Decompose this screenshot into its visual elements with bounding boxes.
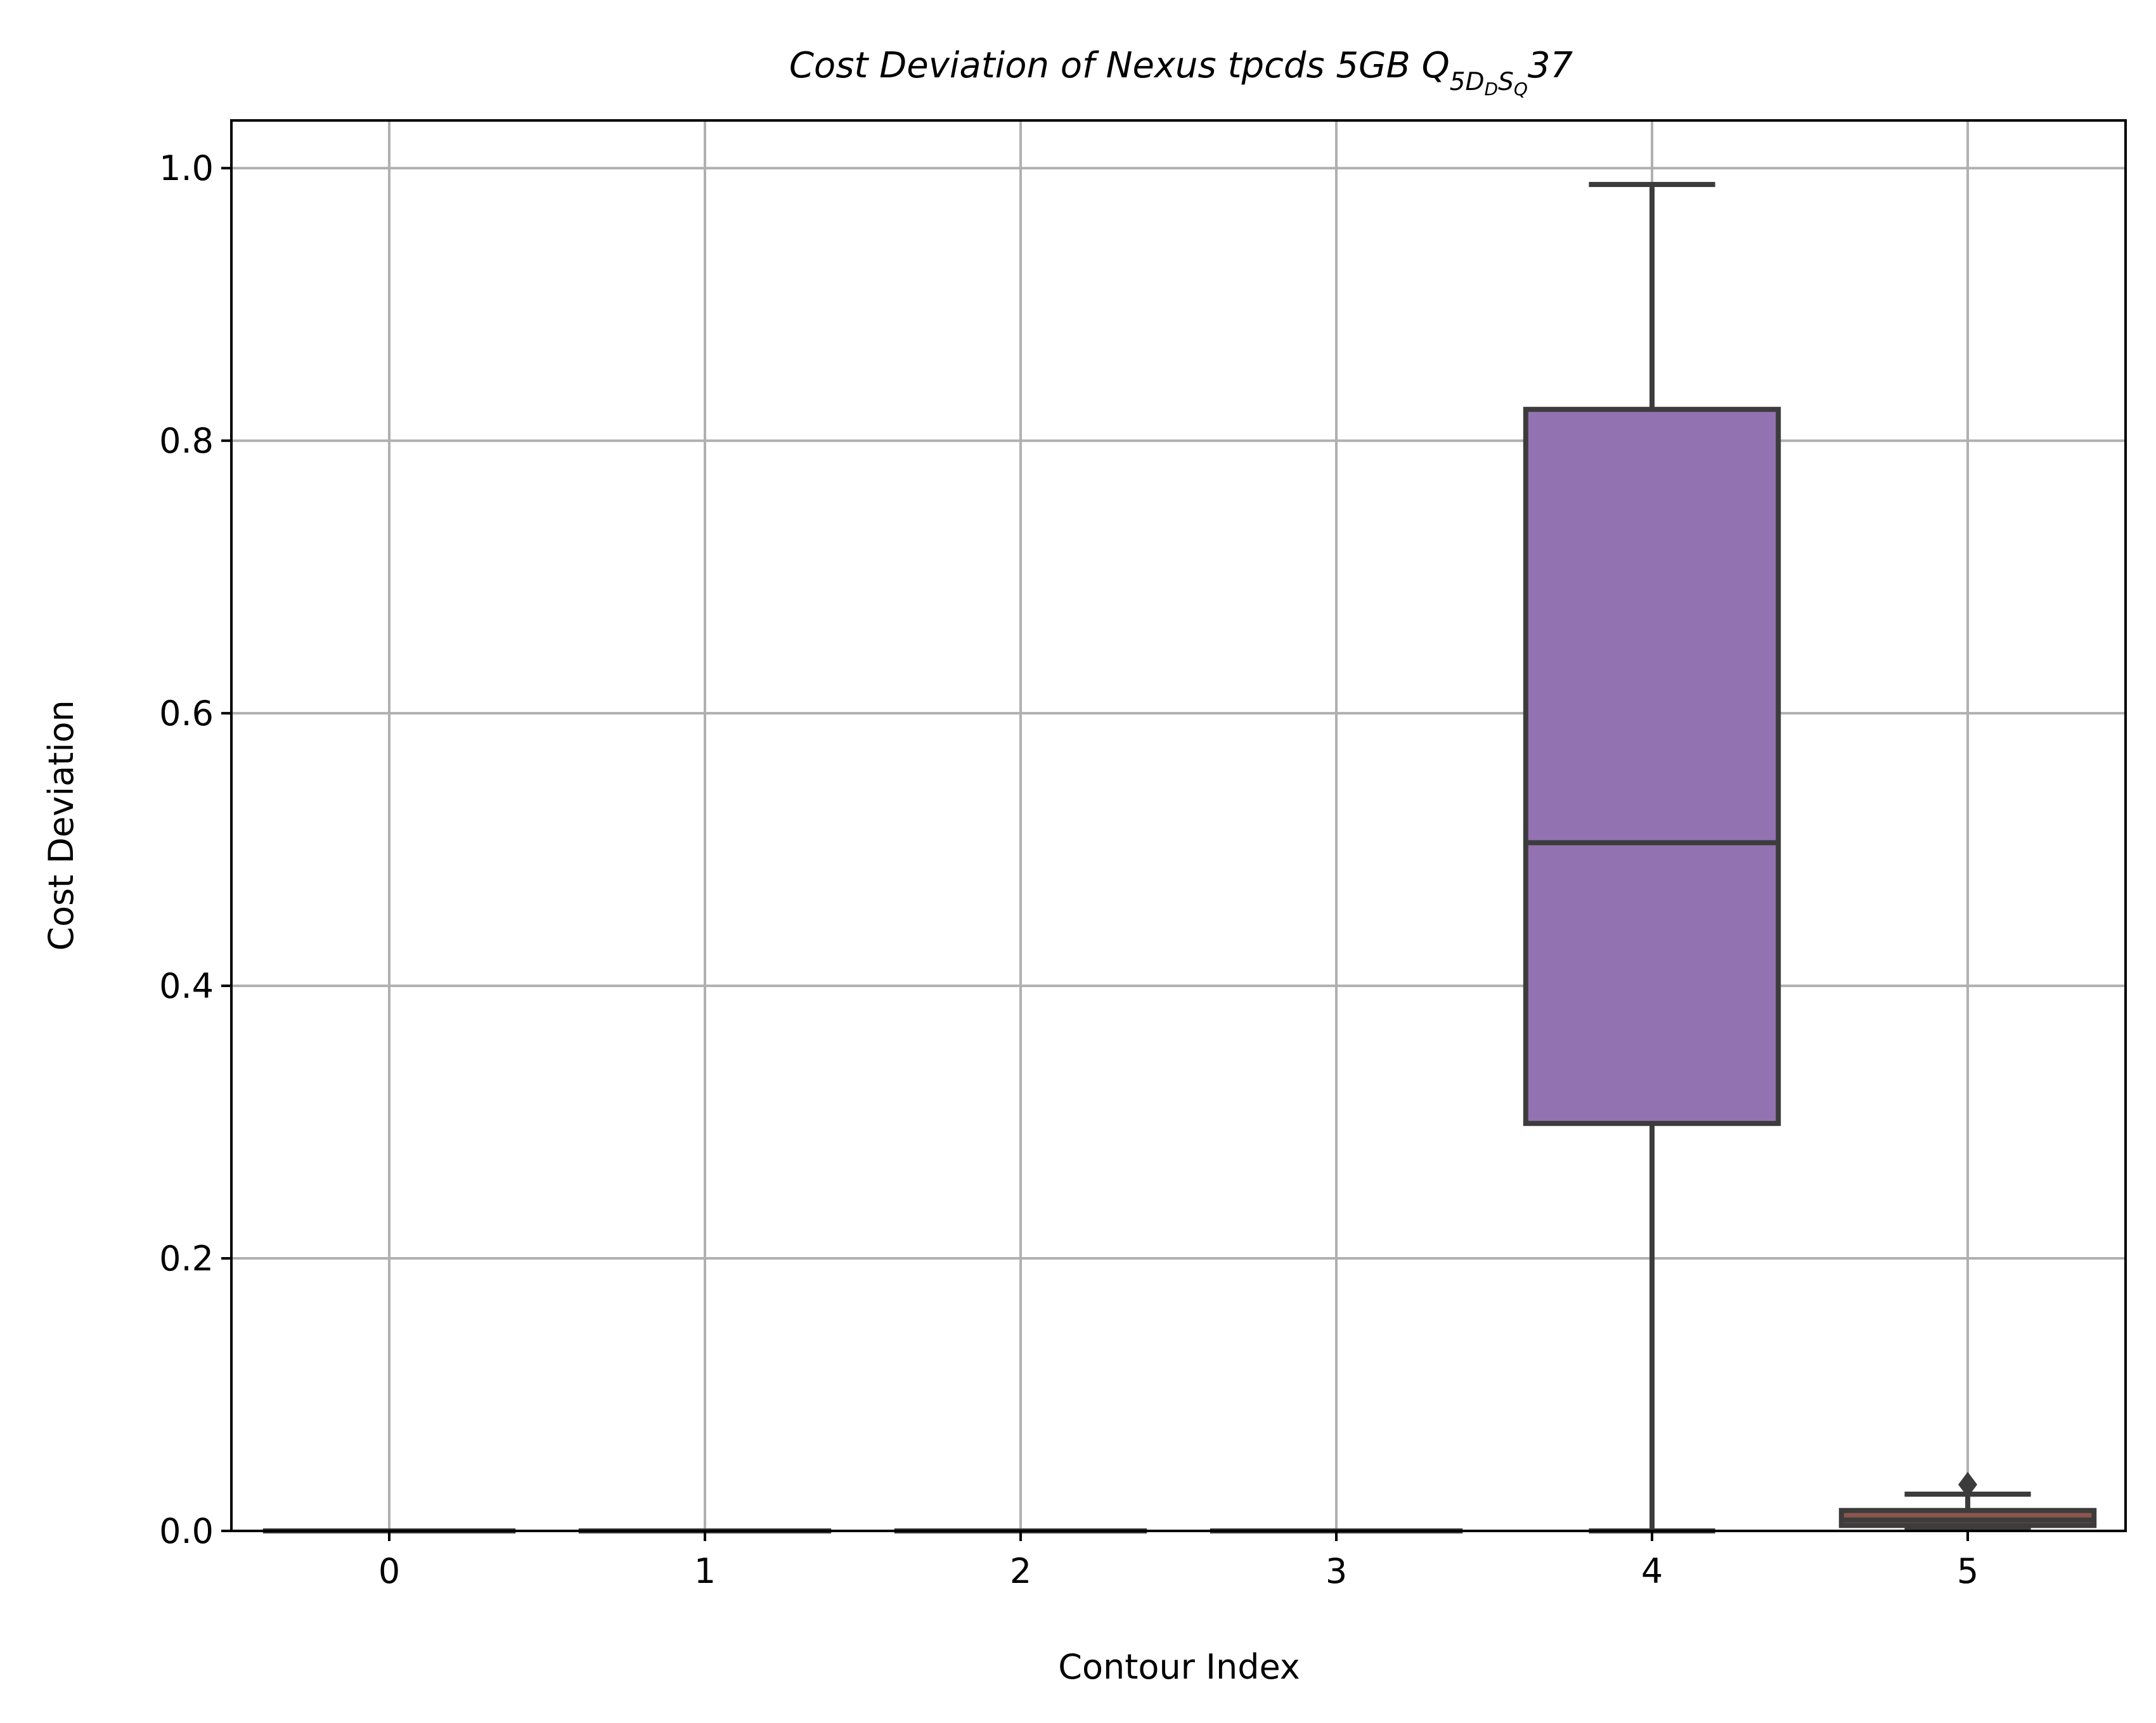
title-subscript-char: S bbox=[1498, 68, 1514, 96]
y-axis-ticks: 0.0 0.2 0.4 0.6 0.8 1.0 bbox=[159, 148, 231, 1551]
x-tick-label: 5 bbox=[1957, 1551, 1978, 1591]
outlier-marker bbox=[1958, 1471, 1977, 1497]
x-tick-label: 2 bbox=[1010, 1551, 1031, 1591]
y-tick-label: 0.2 bbox=[159, 1239, 214, 1279]
y-tick-label: 1.0 bbox=[159, 148, 214, 188]
title-subscript-char: 5 bbox=[1450, 68, 1466, 96]
x-tick-label: 0 bbox=[378, 1551, 400, 1591]
box-iqr bbox=[1523, 406, 1781, 1126]
chart-title-subscript: 5DDSQ bbox=[1450, 68, 1528, 100]
y-tick-label: 0.8 bbox=[159, 421, 214, 461]
x-tick-label: 4 bbox=[1641, 1551, 1663, 1591]
y-tick-label: 0.4 bbox=[159, 966, 214, 1006]
title-subscript-char: D bbox=[1485, 79, 1499, 100]
y-axis-label: Cost Deviation bbox=[41, 700, 81, 951]
plot-area-frame bbox=[230, 119, 2127, 1532]
x-axis-ticks: 0 1 2 3 4 5 bbox=[378, 1531, 1978, 1591]
title-subscript-char: D bbox=[1465, 68, 1484, 96]
chart-title-suffix: 37 bbox=[1528, 45, 1573, 86]
x-tick-label: 1 bbox=[694, 1551, 716, 1591]
x-tick-label: 3 bbox=[1326, 1551, 1347, 1591]
x-axis-label: Contour Index bbox=[1058, 1647, 1300, 1687]
chart-title: Cost Deviation of Nexus tpcds 5GB Q5DDSQ… bbox=[789, 45, 1573, 100]
y-tick-label: 0.0 bbox=[159, 1511, 214, 1551]
chart-title-main: Cost Deviation of Nexus tpcds 5GB Q bbox=[789, 45, 1450, 86]
title-subscript-char: Q bbox=[1514, 79, 1528, 100]
y-tick-label: 0.6 bbox=[159, 694, 214, 733]
